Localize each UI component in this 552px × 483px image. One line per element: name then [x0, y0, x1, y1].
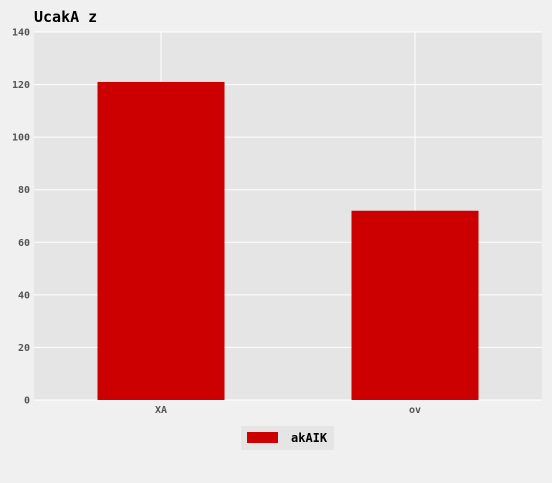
y-axis-ticks: 0 20 40 60 80 100 120 140	[12, 28, 30, 407]
chart-title: UcakA z	[34, 8, 97, 26]
x-tick-label: XA	[155, 405, 167, 416]
y-tick-label: 40	[18, 290, 30, 301]
y-tick-label: 140	[12, 28, 30, 39]
y-tick-label: 100	[12, 133, 30, 144]
y-tick-label: 80	[18, 185, 30, 196]
legend: akAIK	[241, 426, 334, 450]
y-tick-label: 120	[12, 80, 30, 91]
x-axis-ticks: XA ov	[155, 405, 421, 416]
bars	[97, 81, 479, 400]
legend-label-akaik: akAIK	[291, 431, 328, 445]
y-tick-label: 20	[18, 343, 30, 354]
y-tick-label: 0	[24, 396, 30, 407]
x-tick-label: ov	[409, 405, 421, 416]
legend-swatch-akaik	[247, 432, 278, 443]
y-tick-label: 60	[18, 238, 30, 249]
bar-ov	[351, 210, 479, 400]
bar-xa	[97, 81, 225, 400]
